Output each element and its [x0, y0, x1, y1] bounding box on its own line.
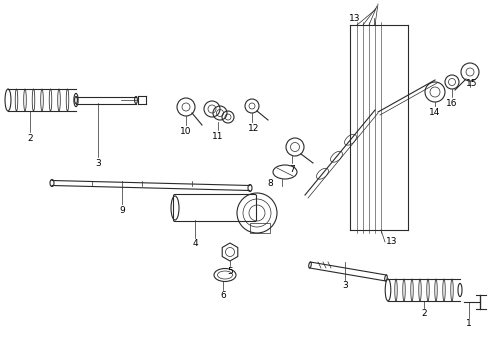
Bar — [250, 223, 270, 233]
Text: 7: 7 — [289, 165, 295, 174]
Text: 16: 16 — [446, 99, 458, 108]
Text: 10: 10 — [180, 126, 192, 135]
Text: 11: 11 — [212, 131, 224, 140]
Text: 15: 15 — [466, 78, 478, 87]
Text: 1: 1 — [466, 320, 472, 328]
Text: 6: 6 — [220, 292, 226, 301]
Text: 13: 13 — [386, 238, 398, 247]
Text: 3: 3 — [95, 158, 101, 167]
Text: 2: 2 — [27, 134, 33, 143]
Text: 5: 5 — [227, 267, 233, 276]
Text: 4: 4 — [192, 239, 198, 248]
Text: 2: 2 — [421, 310, 427, 319]
Text: 9: 9 — [119, 206, 125, 215]
Text: 12: 12 — [248, 123, 260, 132]
Text: 3: 3 — [342, 282, 348, 291]
Text: 13: 13 — [349, 14, 361, 23]
Text: 8: 8 — [267, 179, 273, 188]
Text: 14: 14 — [429, 108, 441, 117]
